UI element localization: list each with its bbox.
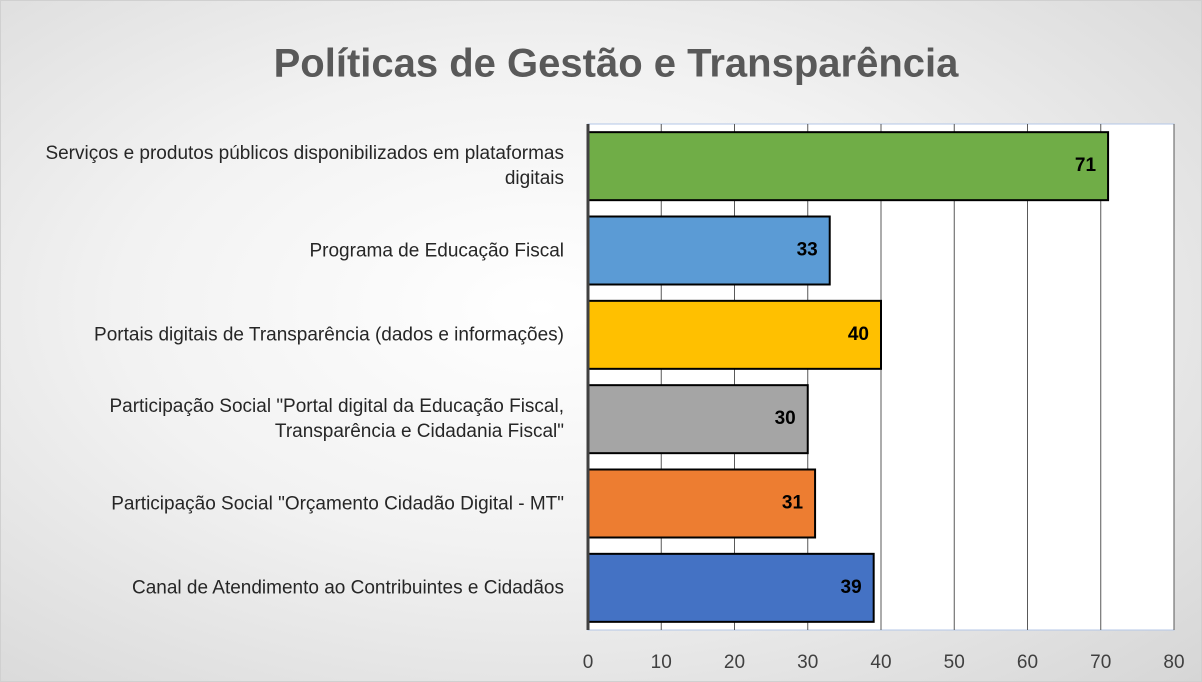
y-tick-label: Participação Social "Orçamento Cidadão D…: [111, 493, 564, 514]
y-tick-label: Canal de Atendimento ao Contribuintes e …: [131, 577, 564, 599]
value-label: 71: [1075, 155, 1097, 176]
x-tick-label: 60: [1017, 652, 1038, 673]
x-tick-label: 50: [944, 652, 965, 673]
x-tick-label: 40: [870, 652, 891, 673]
bar: [587, 468, 817, 539]
value-label: 31: [782, 493, 804, 514]
x-tick-label: 10: [651, 652, 672, 673]
x-tick-label: 20: [724, 652, 745, 673]
y-tick-label: Portais digitais de Transparência (dados…: [94, 324, 564, 346]
x-tick-label: 30: [797, 652, 818, 673]
value-label: 39: [841, 577, 862, 598]
bar: [587, 552, 875, 623]
y-tick-label: Participação Social "Portal digital da E…: [109, 396, 564, 443]
bar: [587, 299, 882, 370]
x-tick-label: 80: [1163, 652, 1184, 673]
value-label: 30: [775, 408, 796, 429]
value-label: 33: [797, 240, 818, 261]
x-tick-label: 0: [583, 652, 594, 673]
value-label: 40: [848, 324, 869, 345]
bar: [587, 384, 809, 455]
bar: [587, 215, 831, 286]
bar: [587, 131, 1110, 202]
y-tick-label: Programa de Educação Fiscal: [309, 240, 564, 261]
y-tick-label: Serviços e produtos públicos disponibili…: [45, 143, 564, 190]
chart-title: Políticas de Gestão e Transparência: [274, 42, 960, 86]
x-tick-label: 70: [1090, 652, 1111, 673]
